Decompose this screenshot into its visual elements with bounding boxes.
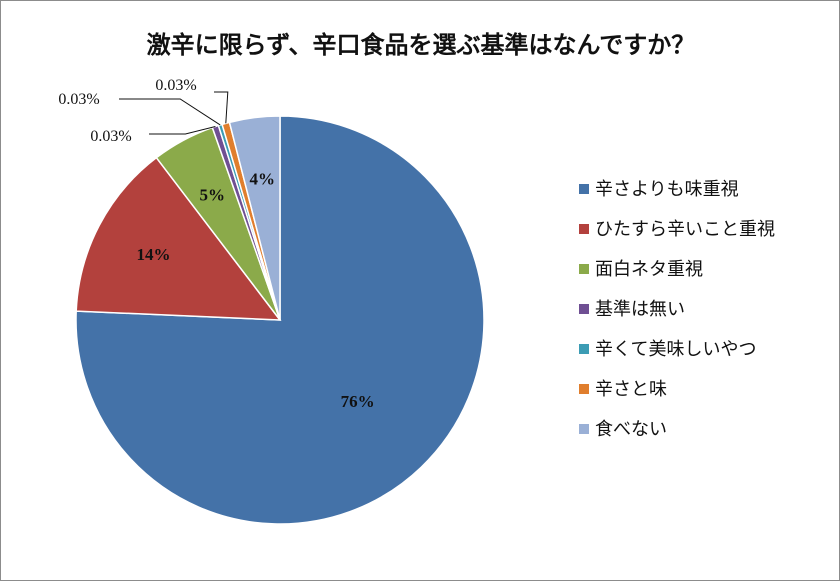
pie-slice-7 xyxy=(228,115,281,321)
legend-swatch-7 xyxy=(579,424,589,434)
legend-label-6: 辛さと味 xyxy=(595,379,667,400)
legend-label-1: 辛さよりも味重視 xyxy=(595,179,739,200)
legend-swatch-2 xyxy=(579,224,589,234)
data-label-4: 0.03% xyxy=(90,128,131,145)
legend-swatch-5 xyxy=(579,344,589,354)
data-label-2: 14% xyxy=(137,245,171,264)
legend-swatch-1 xyxy=(579,184,589,194)
data-label-3: 5% xyxy=(199,185,225,204)
legend-label-2: ひたすら辛いこと重視 xyxy=(595,219,775,240)
data-label-7: 4% xyxy=(249,169,275,188)
leader-line-6 xyxy=(214,91,229,124)
data-label-6: 0.03% xyxy=(155,77,196,94)
leader-line-5 xyxy=(119,98,221,126)
chart-title: 激辛に限らず、辛口食品を選ぶ基準はなんですか？ xyxy=(147,30,696,59)
legend: 辛さよりも味重視ひたすら辛いこと重視面白ネタ重視基準は無い辛くて美味しいやつ辛さ… xyxy=(579,179,775,440)
legend-label-7: 食べない xyxy=(595,419,667,440)
legend-label-4: 基準は無い xyxy=(595,299,685,320)
legend-swatch-4 xyxy=(579,304,589,314)
data-labels: 76% 14% 5% 4% 0.03% 0.03% 0.03% xyxy=(58,77,374,411)
legend-label-5: 辛くて美味しいやつ xyxy=(595,339,756,360)
leader-lines xyxy=(119,91,229,135)
data-label-1: 76% xyxy=(341,392,375,411)
legend-swatch-6 xyxy=(579,384,589,394)
legend-label-3: 面白ネタ重視 xyxy=(595,259,703,280)
legend-swatch-3 xyxy=(579,264,589,274)
data-label-5: 0.03% xyxy=(58,91,99,108)
pie-slices xyxy=(75,115,485,525)
leader-line-4 xyxy=(149,126,216,135)
pie-slice-2 xyxy=(75,156,282,321)
